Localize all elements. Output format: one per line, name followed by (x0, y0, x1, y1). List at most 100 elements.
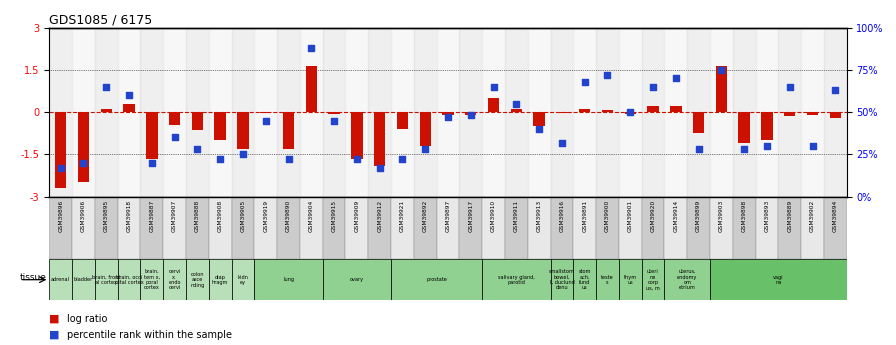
Point (349, 157, 364, 162)
Bar (784, 112, 796, 116)
Text: GSM39920: GSM39920 (650, 200, 656, 232)
Bar (368, 197, 391, 259)
Bar (117, 259, 141, 300)
Point (509, 101, 523, 106)
Text: brain, occi
pital cortex: brain, occi pital cortex (115, 275, 143, 285)
Text: ■: ■ (49, 314, 60, 324)
Bar (602, 110, 613, 112)
Bar (346, 28, 368, 197)
Text: GSM39915: GSM39915 (332, 200, 337, 232)
Text: stom
ach,
fund
us: stom ach, fund us (579, 269, 590, 290)
Point (806, 143, 820, 149)
Bar (300, 197, 323, 259)
Text: GSM39898: GSM39898 (742, 200, 746, 232)
Bar (124, 104, 134, 112)
Text: brain, front
al cortex: brain, front al cortex (92, 275, 120, 285)
Bar (482, 197, 505, 259)
Point (99, 84, 114, 89)
Bar (755, 197, 779, 259)
Bar (642, 259, 665, 300)
Text: GSM39908: GSM39908 (218, 200, 223, 232)
Text: GSM39894: GSM39894 (832, 200, 838, 232)
Text: bladder: bladder (73, 277, 93, 282)
Bar (762, 112, 772, 140)
Point (168, 135, 182, 140)
Text: GSM39891: GSM39891 (582, 200, 587, 232)
Text: GSM39902: GSM39902 (810, 200, 815, 232)
Point (714, 67, 728, 72)
Bar (550, 259, 573, 300)
Text: GSM39900: GSM39900 (605, 200, 610, 232)
Text: diap
hragm: diap hragm (212, 275, 228, 285)
Bar (192, 112, 203, 130)
Point (76, 160, 90, 166)
Bar (306, 67, 317, 112)
Bar (505, 28, 528, 197)
Bar (665, 28, 687, 197)
Bar (830, 112, 841, 118)
Point (737, 147, 752, 152)
Text: GSM39888: GSM39888 (194, 200, 200, 232)
Text: GSM39899: GSM39899 (696, 200, 702, 232)
Text: GSM39890: GSM39890 (286, 200, 291, 232)
Text: GSM39917: GSM39917 (469, 200, 473, 232)
Bar (391, 197, 414, 259)
Bar (619, 259, 642, 300)
Text: GSM39912: GSM39912 (377, 200, 383, 232)
Text: GSM39893: GSM39893 (764, 200, 770, 232)
Bar (254, 197, 277, 259)
Point (281, 157, 296, 162)
Text: teste
s: teste s (601, 275, 614, 285)
Bar (397, 112, 409, 129)
Point (555, 140, 569, 145)
Bar (505, 197, 528, 259)
Bar (186, 28, 209, 197)
Bar (283, 112, 294, 149)
Bar (414, 28, 436, 197)
Bar (95, 28, 117, 197)
Text: GSM39892: GSM39892 (423, 200, 427, 232)
Bar (533, 112, 545, 126)
Text: uterus,
endomy
om
etrium: uterus, endomy om etrium (677, 269, 697, 290)
Bar (260, 112, 271, 114)
Bar (72, 197, 95, 259)
Bar (55, 112, 66, 188)
Point (692, 147, 706, 152)
Point (327, 118, 341, 123)
Point (646, 84, 660, 89)
Text: GSM39905: GSM39905 (240, 200, 246, 232)
Text: cervi
x,
endo
cervi: cervi x, endo cervi (168, 269, 181, 290)
Text: tissue: tissue (20, 273, 47, 282)
Bar (556, 112, 568, 114)
Text: GSM39889: GSM39889 (788, 200, 792, 232)
Bar (351, 112, 363, 159)
Bar (374, 112, 385, 166)
Bar (642, 197, 665, 259)
Bar (209, 197, 231, 259)
Bar (642, 28, 665, 197)
Bar (710, 197, 733, 259)
Bar (482, 28, 505, 197)
Bar (254, 259, 323, 300)
Bar (755, 28, 779, 197)
Point (418, 147, 433, 152)
Bar (95, 259, 117, 300)
Text: lung: lung (283, 277, 294, 282)
Bar (443, 112, 453, 116)
Bar (573, 259, 596, 300)
Bar (596, 197, 619, 259)
Bar (49, 197, 72, 259)
Bar (738, 112, 750, 143)
Point (144, 160, 159, 166)
Bar (619, 28, 642, 197)
Bar (807, 112, 818, 115)
Bar (665, 259, 710, 300)
Point (600, 72, 615, 78)
Bar (596, 259, 619, 300)
Text: GSM39907: GSM39907 (172, 200, 177, 232)
Bar (716, 66, 728, 112)
Text: GSM39910: GSM39910 (491, 200, 496, 232)
Bar (277, 197, 300, 259)
Point (487, 84, 501, 89)
Bar (665, 197, 687, 259)
